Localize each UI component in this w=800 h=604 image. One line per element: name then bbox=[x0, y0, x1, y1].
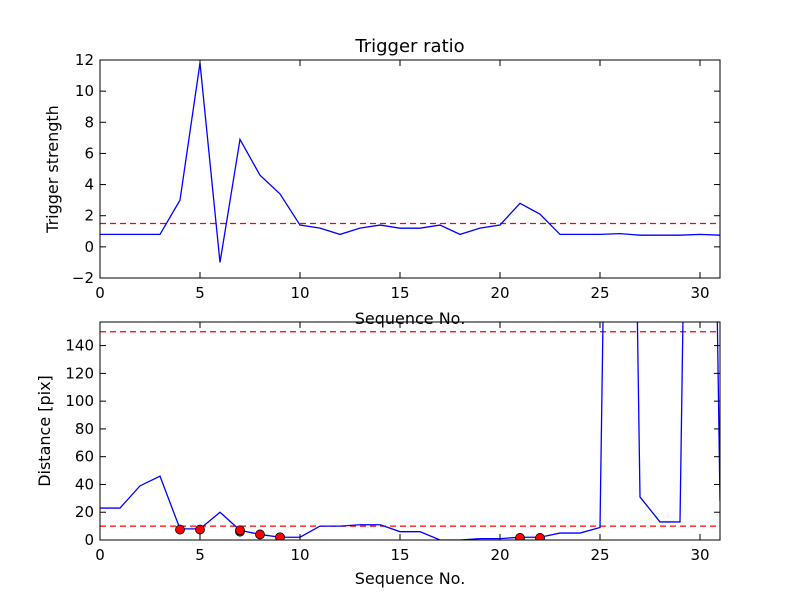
y-tick-label: 60 bbox=[75, 448, 94, 466]
ticks-layer: 0 5 10 15 20 25 30 0 20 40 60 80 100 120 140 bbox=[65, 322, 720, 564]
x-tick-label: 30 bbox=[690, 546, 709, 564]
x-tick-label: 0 bbox=[95, 284, 105, 302]
y-tick-label: 120 bbox=[65, 364, 94, 382]
data-point-marker bbox=[235, 525, 245, 536]
y-tick-label: 2 bbox=[84, 207, 94, 225]
series-layer bbox=[100, 322, 720, 540]
data-point-marker bbox=[535, 533, 545, 540]
plot-frame bbox=[99, 59, 721, 279]
y-tick-label: 80 bbox=[75, 420, 94, 438]
x-tick-label: 20 bbox=[490, 546, 509, 564]
y-tick-label: 6 bbox=[84, 144, 94, 162]
x-tick-label: 5 bbox=[195, 284, 205, 302]
distance-chart: 0 5 10 15 20 25 30 0 20 40 60 80 100 120 140 Sequence … bbox=[35, 321, 721, 588]
x-tick-label: 30 bbox=[690, 284, 709, 302]
data-point-marker bbox=[275, 532, 285, 540]
y-tick-label: 0 bbox=[84, 531, 94, 549]
data-point-marker bbox=[255, 529, 265, 540]
y-axis-label: Distance [pix] bbox=[35, 375, 54, 487]
y-tick-label: 10 bbox=[75, 82, 94, 100]
data-point-marker bbox=[195, 524, 205, 535]
x-tick-label: 25 bbox=[590, 284, 609, 302]
plot-frame bbox=[99, 321, 721, 541]
y-tick-label: 0 bbox=[84, 238, 94, 256]
y-tick-label: 12 bbox=[75, 51, 94, 69]
x-tick-label: 15 bbox=[390, 546, 409, 564]
y-axis-label: Trigger strength bbox=[43, 105, 62, 234]
chart-title: Trigger ratio bbox=[354, 36, 464, 57]
x-tick-label: 15 bbox=[390, 284, 409, 302]
y-tick-label: 100 bbox=[65, 392, 94, 410]
x-tick-label: 20 bbox=[490, 284, 509, 302]
y-tick-label: 8 bbox=[84, 113, 94, 131]
y-tick-label: 40 bbox=[75, 475, 94, 493]
x-axis-label: Sequence No. bbox=[355, 309, 466, 328]
data-point-marker bbox=[175, 524, 185, 535]
y-tick-label: 4 bbox=[84, 176, 94, 194]
series-layer bbox=[100, 63, 720, 263]
y-tick-label: −2 bbox=[72, 269, 94, 287]
x-tick-label: 10 bbox=[290, 284, 309, 302]
y-tick-label: 20 bbox=[75, 503, 94, 521]
x-tick-label: 25 bbox=[590, 546, 609, 564]
data-point-marker bbox=[515, 533, 525, 540]
x-axis-label: Sequence No. bbox=[355, 569, 466, 588]
series-line bbox=[100, 63, 720, 263]
y-tick-label: 140 bbox=[65, 337, 94, 355]
x-tick-label: 10 bbox=[290, 546, 309, 564]
x-tick-label: 0 bbox=[95, 546, 105, 564]
x-tick-label: 5 bbox=[195, 546, 205, 564]
